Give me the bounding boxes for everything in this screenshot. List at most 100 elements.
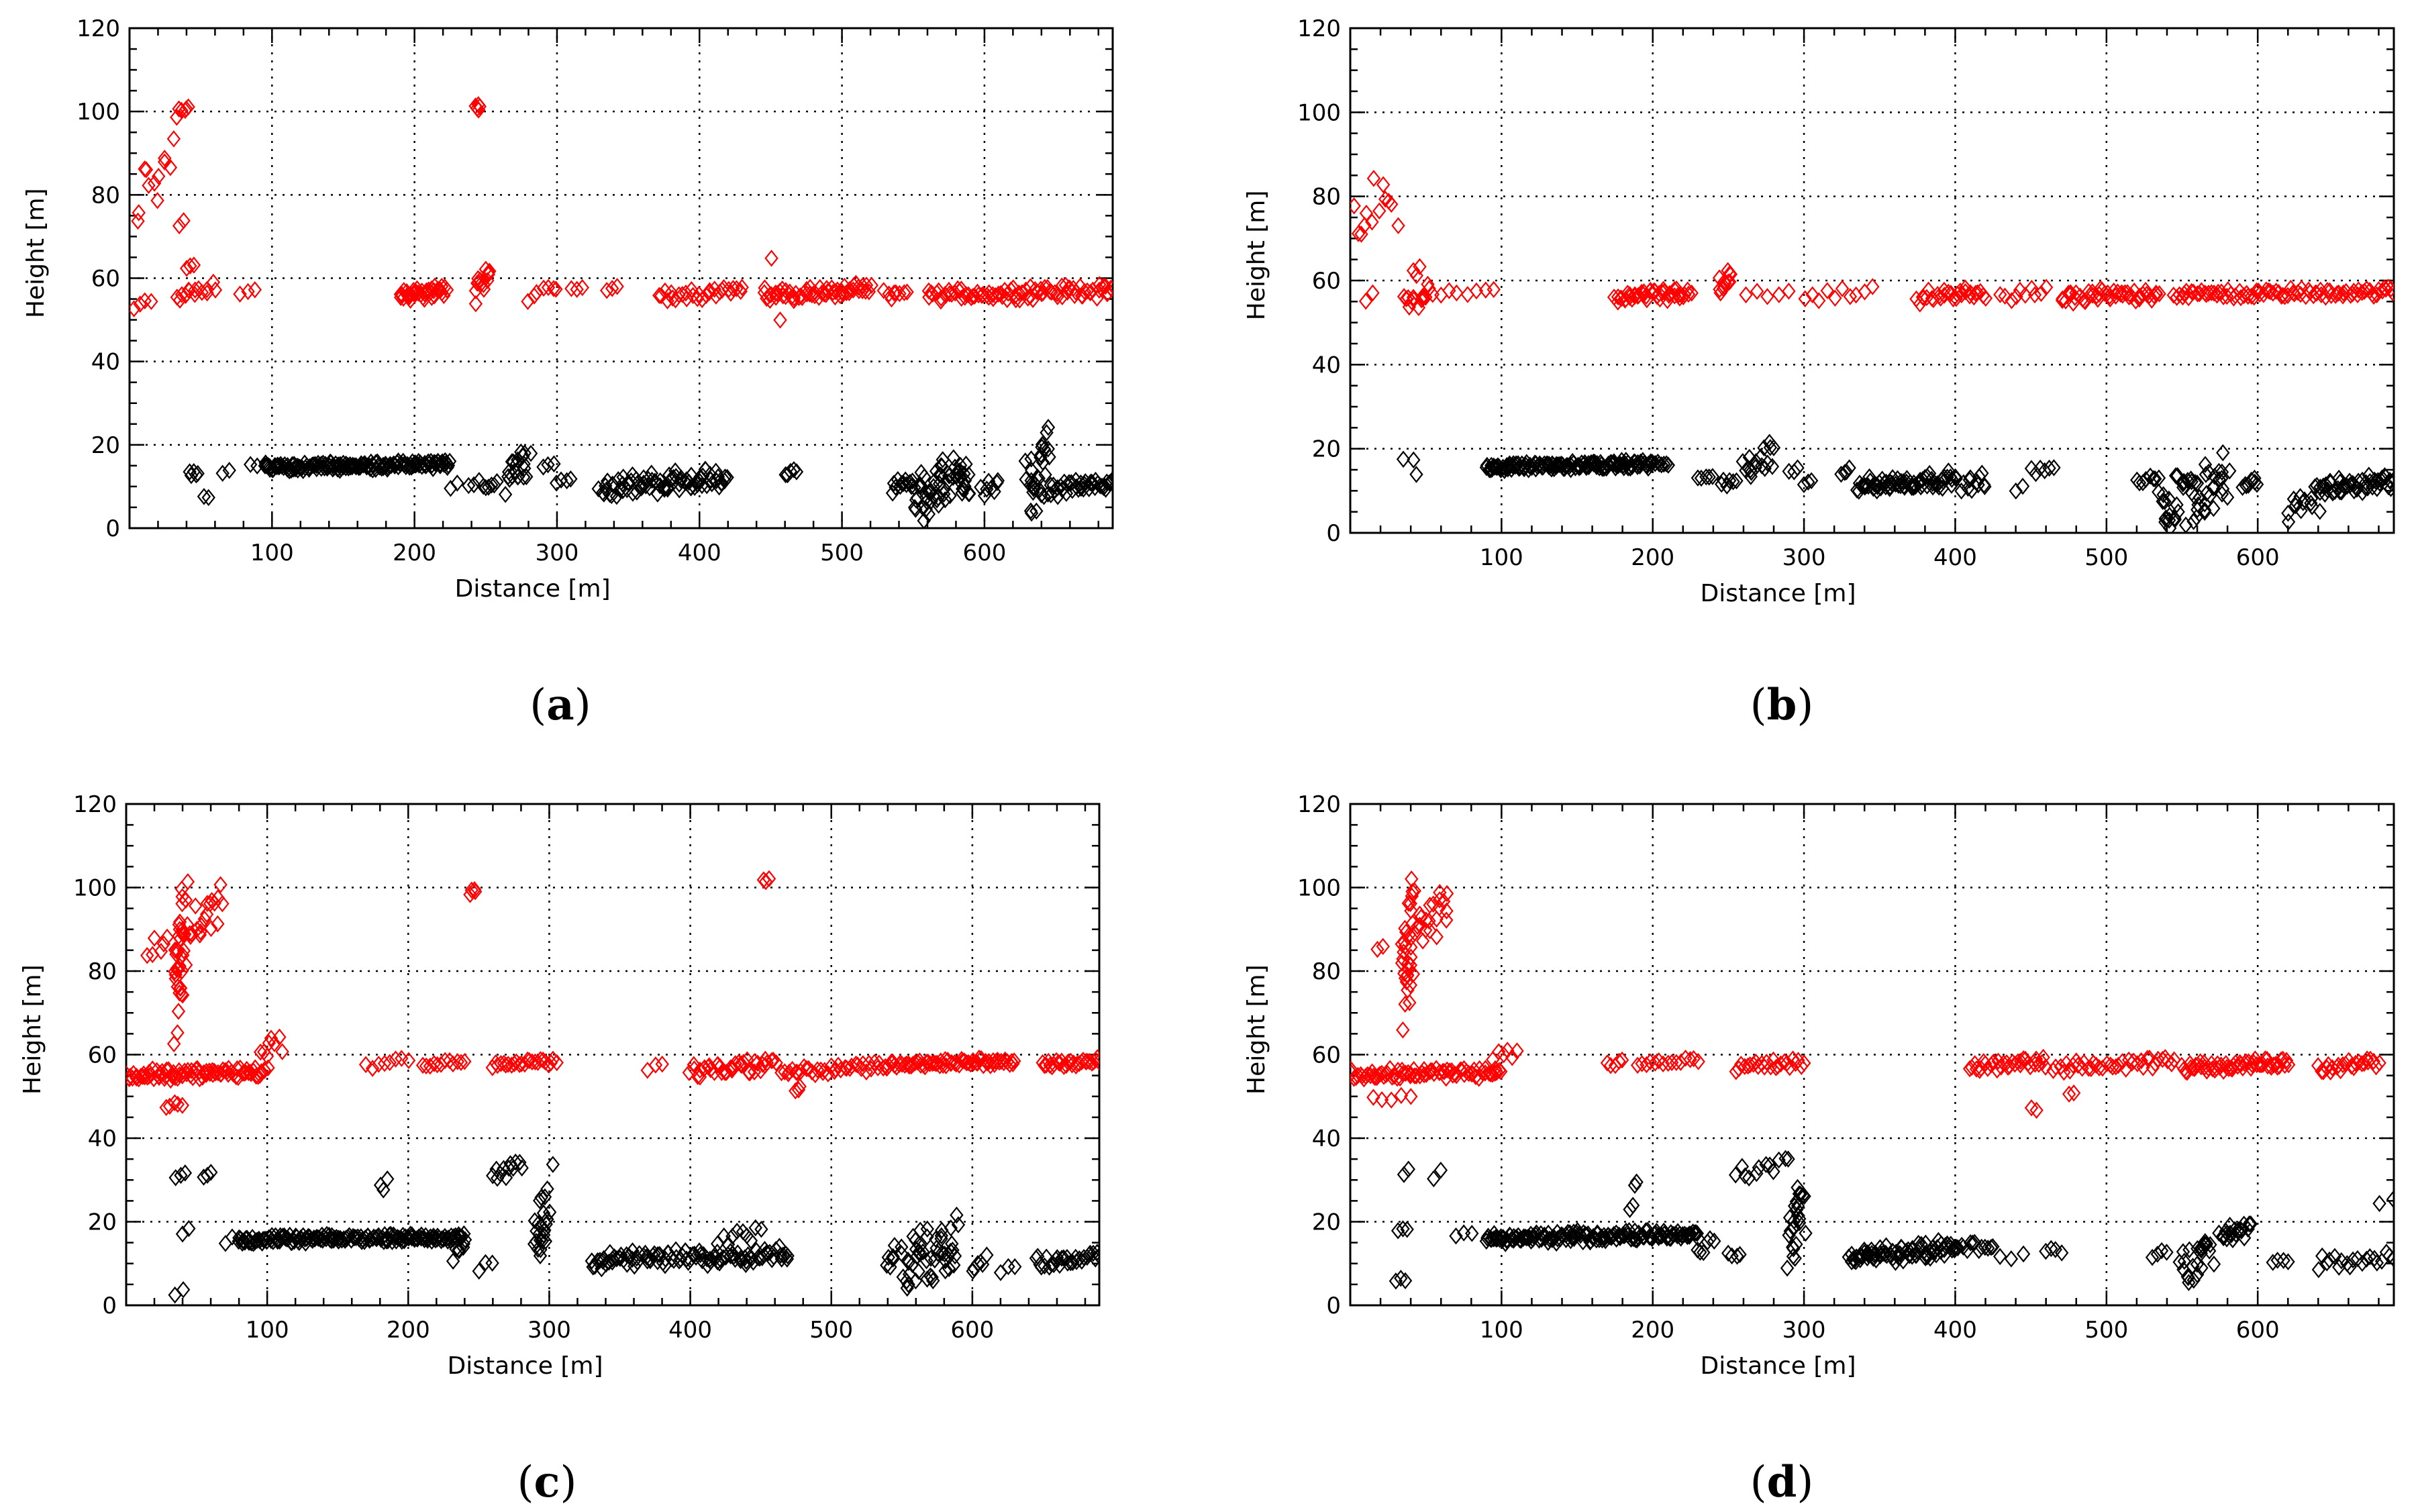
wire-point: [130, 300, 141, 317]
ground-point: [1837, 464, 1852, 481]
ground-point: [2346, 1251, 2360, 1269]
wire-point: [2172, 286, 2186, 303]
y-tick-label: 60: [91, 266, 120, 293]
ground-point: [1787, 463, 1801, 481]
ground-point: [1048, 482, 1062, 499]
ground-point: [605, 487, 619, 505]
wire-point: [793, 1062, 808, 1080]
ground-point: [1627, 1222, 1642, 1240]
wire-point: [2290, 284, 2305, 301]
ground-point: [1517, 1228, 1531, 1246]
ground-point: [913, 1237, 927, 1254]
ground-point: [602, 1253, 616, 1271]
ground-point: [1968, 1233, 1982, 1252]
wire-point: [2321, 1056, 2335, 1074]
wire-point: [248, 1059, 262, 1076]
ground-point: [2338, 478, 2352, 496]
wire-point: [686, 287, 700, 305]
ground-point: [1759, 1156, 1773, 1173]
y-axis-title: Height [m]: [1243, 964, 1270, 1095]
wire-point: [1429, 910, 1444, 928]
wire-point: [1485, 1065, 1500, 1083]
wire-point: [132, 204, 146, 221]
wire-point: [2071, 1056, 2085, 1074]
wire-point: [655, 1055, 669, 1073]
ground-point: [1616, 1227, 1631, 1244]
y-tick-label: 0: [1326, 520, 1341, 547]
chart-panel-d: (d) 100 200 300 400 500 600 0 20 40 60 80 100 120 Dis…: [1243, 791, 2395, 1507]
wire-point: [1001, 285, 1015, 302]
wire-point: [1950, 285, 1964, 303]
ground-point: [900, 1279, 914, 1297]
ground-point: [780, 1247, 795, 1265]
wire-point: [2214, 283, 2229, 301]
wire-point: [172, 984, 187, 1002]
wire-point: [2013, 281, 2027, 299]
wire-point: [1062, 279, 1077, 297]
panel-label-a: (a): [530, 680, 591, 730]
ground-point: [1909, 1246, 1923, 1264]
ground-point: [1041, 419, 1056, 436]
ground-point: [183, 463, 197, 481]
x-tick-label: 500: [2084, 544, 2128, 571]
wire-point: [454, 1054, 468, 1071]
wire-point: [2269, 283, 2283, 300]
wire-point: [458, 1052, 472, 1070]
ground-point: [174, 1166, 188, 1185]
ground-point: [1625, 1197, 1640, 1214]
ground-point: [519, 468, 534, 486]
wire-point: [1835, 280, 1850, 297]
wire-point: [1437, 1063, 1452, 1080]
wire-point: [695, 291, 709, 309]
ground-point: [928, 1230, 943, 1248]
ground-point: [1942, 462, 1956, 480]
wire-point: [2140, 1050, 2155, 1067]
ground-point: [1396, 450, 1411, 468]
wire-point: [193, 1062, 207, 1080]
wire-point: [131, 212, 145, 230]
x-tick-label: 200: [1631, 1317, 1674, 1344]
ground-point: [200, 1166, 215, 1185]
ground-point: [905, 472, 919, 490]
wire-point: [1820, 282, 1835, 299]
wire-point: [213, 876, 228, 894]
wire-point: [862, 283, 876, 301]
wire-point: [190, 921, 204, 938]
ground-point: [1801, 473, 1815, 491]
ground-point: [593, 1252, 607, 1269]
wire-point: [1797, 1054, 1811, 1072]
wire-point: [550, 1054, 564, 1072]
wire-point: [260, 1048, 274, 1065]
ground-point: [899, 1272, 914, 1290]
wire-point: [2164, 1055, 2179, 1072]
ground-point: [2313, 503, 2327, 520]
wire-point: [2038, 1058, 2053, 1076]
wire-point: [1409, 1067, 1423, 1085]
ground-point: [2009, 482, 2023, 500]
wire-point: [158, 150, 172, 167]
ground-point: [2215, 463, 2229, 481]
wire-point: [166, 130, 181, 148]
wire-point: [1615, 1051, 1629, 1069]
wire-point: [1365, 213, 1379, 231]
wire-point: [1403, 1067, 1417, 1085]
ground-point: [1720, 477, 1734, 495]
wire-point: [138, 160, 152, 178]
ground-point: [925, 1268, 939, 1286]
x-tick-label: 300: [1782, 544, 1826, 571]
wire-point: [1635, 1055, 1649, 1072]
x-tick-label: 300: [527, 1317, 571, 1344]
wire-point: [1403, 976, 1418, 994]
wire-point: [1105, 280, 1113, 298]
wire-point: [762, 870, 776, 888]
data-points: [1350, 170, 2394, 533]
wire-point: [664, 284, 678, 301]
ground-point: [1008, 1258, 1022, 1276]
ground-point: [168, 1286, 182, 1304]
ground-point: [1054, 1250, 1069, 1267]
wire-point: [2111, 1056, 2125, 1074]
wire-point: [530, 284, 544, 301]
ground-point: [1409, 466, 1423, 483]
wire-point: [241, 283, 255, 301]
wire-point: [2149, 285, 2164, 303]
